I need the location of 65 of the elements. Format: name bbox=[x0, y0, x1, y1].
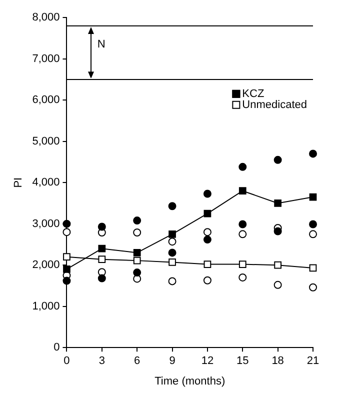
point bbox=[63, 266, 70, 273]
point bbox=[98, 256, 106, 264]
point bbox=[309, 283, 317, 292]
point bbox=[238, 260, 246, 268]
point bbox=[168, 238, 176, 246]
point bbox=[133, 268, 142, 277]
y-tick-label: 5,000 bbox=[32, 135, 60, 148]
x-axis-title: Time (months) bbox=[154, 375, 226, 388]
point bbox=[62, 276, 71, 285]
y-tick-label: 6,000 bbox=[32, 94, 60, 106]
x-tick-label: 3 bbox=[98, 355, 105, 368]
annotation: N bbox=[97, 38, 106, 51]
x-tick-label: 0 bbox=[64, 355, 70, 368]
x-tick-label: 21 bbox=[306, 355, 320, 368]
point bbox=[168, 277, 176, 286]
point bbox=[98, 274, 106, 282]
point bbox=[238, 273, 247, 282]
point bbox=[168, 230, 176, 238]
point bbox=[63, 253, 70, 261]
x-tick-label: 12 bbox=[201, 355, 214, 368]
point bbox=[98, 244, 106, 252]
point bbox=[238, 187, 246, 195]
point bbox=[62, 220, 71, 228]
point bbox=[309, 220, 317, 228]
y-tick-label: 1,000 bbox=[32, 300, 60, 312]
y-axis-title: PI bbox=[12, 177, 25, 188]
point bbox=[133, 249, 141, 256]
y-tick-label: 4,000 bbox=[32, 176, 60, 189]
point bbox=[98, 222, 106, 231]
point bbox=[203, 276, 212, 284]
point bbox=[133, 216, 142, 225]
legend-label: KCZ bbox=[242, 88, 264, 100]
point bbox=[238, 162, 247, 171]
point bbox=[203, 236, 212, 244]
point bbox=[203, 228, 212, 236]
point bbox=[204, 260, 212, 268]
y-tick-label: 3,000 bbox=[32, 218, 60, 230]
point bbox=[309, 150, 317, 158]
point bbox=[274, 261, 282, 269]
point bbox=[133, 228, 142, 237]
point bbox=[309, 264, 317, 272]
point bbox=[309, 193, 317, 201]
point bbox=[274, 280, 282, 289]
y-tick-label: 2,000 bbox=[32, 259, 60, 272]
y-tick-label: 0 bbox=[54, 342, 60, 354]
point bbox=[133, 256, 141, 264]
x-tick-label: 15 bbox=[236, 355, 249, 368]
point bbox=[168, 202, 176, 210]
point bbox=[274, 156, 282, 164]
legend-label: Unmedicated bbox=[242, 98, 308, 111]
point bbox=[309, 230, 317, 238]
point bbox=[203, 190, 212, 198]
point bbox=[204, 210, 212, 218]
y-tick-label: 8,000 bbox=[32, 12, 60, 24]
x-tick-label: 9 bbox=[169, 355, 176, 368]
point bbox=[274, 227, 282, 236]
point bbox=[238, 230, 247, 238]
point bbox=[168, 258, 176, 266]
point bbox=[62, 228, 71, 236]
x-tick-label: 6 bbox=[134, 355, 140, 368]
x-tick-label: 18 bbox=[272, 355, 284, 368]
point bbox=[274, 200, 282, 207]
point bbox=[238, 220, 247, 228]
y-tick-label: 7,000 bbox=[32, 52, 60, 65]
point bbox=[168, 248, 176, 257]
